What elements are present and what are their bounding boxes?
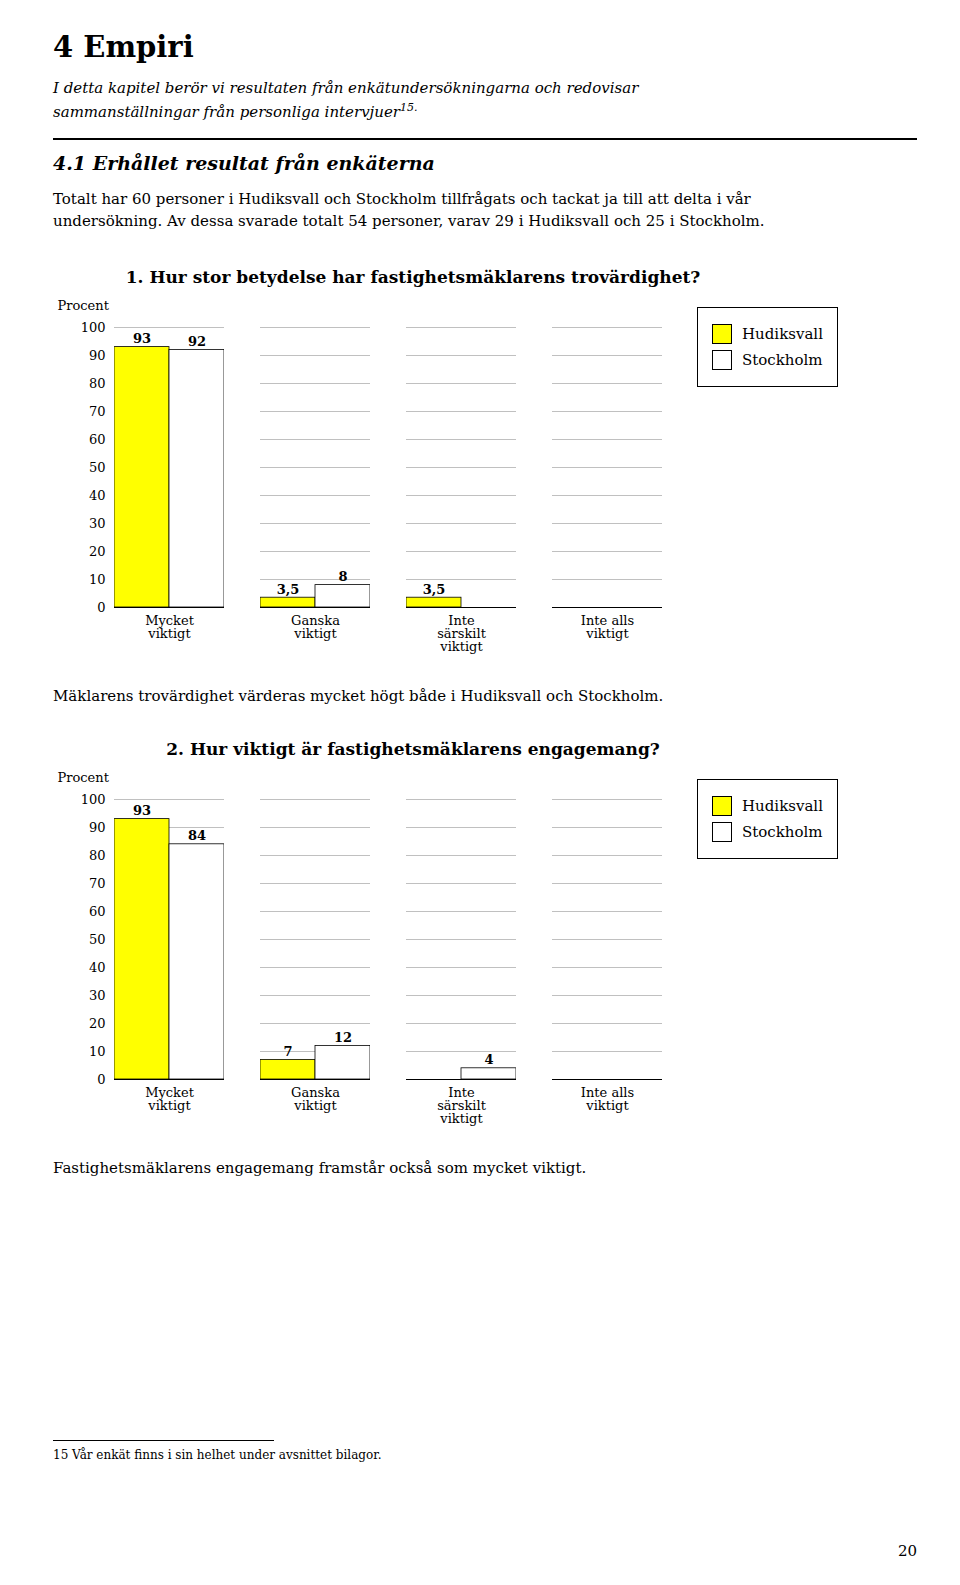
svg-text:Intesärskiltviktigt: Intesärskiltviktigt xyxy=(437,612,487,653)
svg-text:100: 100 xyxy=(81,791,106,806)
svg-text:93: 93 xyxy=(133,331,151,346)
svg-text:60: 60 xyxy=(89,903,106,918)
svg-text:30: 30 xyxy=(89,987,106,1002)
svg-text:92: 92 xyxy=(188,334,206,349)
svg-text:Procent: Procent xyxy=(58,769,110,784)
svg-text:Inte allsviktigt: Inte allsviktigt xyxy=(581,1084,634,1112)
svg-text:84: 84 xyxy=(188,828,206,843)
html-text:2. Hur viktigt är fastighetsmä: 2. Hur viktigt är fastighetsmäklarens en… xyxy=(166,738,660,759)
svg-text:70: 70 xyxy=(89,875,106,890)
html-text:20: 20 xyxy=(897,1542,917,1560)
svg-text:3,5: 3,5 xyxy=(423,581,446,596)
svg-text:30: 30 xyxy=(89,515,106,530)
svg-text:50: 50 xyxy=(89,459,106,474)
svg-text:Mycketviktigt: Mycketviktigt xyxy=(145,612,195,640)
svg-text:4: 4 xyxy=(484,1052,493,1067)
svg-text:90: 90 xyxy=(89,347,106,362)
svg-text:0: 0 xyxy=(97,599,105,614)
svg-text:Ganskaviktigt: Ganskaviktigt xyxy=(291,1084,340,1112)
svg-text:10: 10 xyxy=(89,1043,106,1058)
svg-text:12: 12 xyxy=(334,1030,352,1045)
svg-text:8: 8 xyxy=(338,569,347,584)
svg-text:40: 40 xyxy=(89,487,106,502)
svg-text:Procent: Procent xyxy=(58,297,110,312)
svg-text:90: 90 xyxy=(89,819,106,834)
svg-text:93: 93 xyxy=(133,803,151,818)
svg-text:Ganskaviktigt: Ganskaviktigt xyxy=(291,612,340,640)
html-text:1. Hur stor betydelse har fast: 1. Hur stor betydelse har fastighetsmäkl… xyxy=(125,266,701,287)
svg-text:80: 80 xyxy=(89,847,106,862)
svg-text:20: 20 xyxy=(89,543,106,558)
html-text:Totalt har 60 personer i Hudik: Totalt har 60 personer i Hudiksvall och … xyxy=(53,189,751,208)
html-text:Fastighetsmäklarens engagemang: Fastighetsmäklarens engagemang framstår … xyxy=(53,1158,587,1177)
html-text:undersökning. Av dessa svarade: undersökning. Av dessa svarade totalt 54… xyxy=(53,212,765,230)
html-text:Stockholm: Stockholm xyxy=(742,350,823,369)
svg-text:80: 80 xyxy=(89,375,106,390)
svg-text:Inte allsviktigt: Inte allsviktigt xyxy=(581,612,634,640)
html-text:Hudiksvall: Hudiksvall xyxy=(742,324,823,343)
html-text:Hudiksvall: Hudiksvall xyxy=(742,796,823,815)
svg-text:100: 100 xyxy=(81,319,106,334)
svg-text:40: 40 xyxy=(89,959,106,974)
svg-text:7: 7 xyxy=(283,1044,292,1059)
html-text:4 Empiri: 4 Empiri xyxy=(53,30,194,64)
html-text:Mäklarens trovärdighet värdera: Mäklarens trovärdighet värderas mycket h… xyxy=(53,686,664,705)
html-text:15 Vår enkät finns i sin helhe: 15 Vår enkät finns i sin helhet under av… xyxy=(53,1448,382,1462)
svg-text:Intesärskiltviktigt: Intesärskiltviktigt xyxy=(437,1084,487,1125)
svg-text:10: 10 xyxy=(89,571,106,586)
svg-text:60: 60 xyxy=(89,431,106,446)
svg-text:50: 50 xyxy=(89,931,106,946)
html-text:I detta kapitel berör vi resul: I detta kapitel berör vi resultaten från… xyxy=(53,79,639,97)
svg-text:20: 20 xyxy=(89,1015,106,1030)
svg-text:70: 70 xyxy=(89,403,106,418)
svg-text:3,5: 3,5 xyxy=(277,581,300,596)
svg-text:0: 0 xyxy=(97,1071,105,1086)
svg-text:Mycketviktigt: Mycketviktigt xyxy=(145,1084,195,1112)
html-text:4.1 Erhållet resultat från enk: 4.1 Erhållet resultat från enkäterna xyxy=(53,151,435,174)
html-text:Stockholm: Stockholm xyxy=(742,822,823,841)
html-text:sammanställningar från personl: sammanställningar från personliga interv… xyxy=(53,100,418,121)
